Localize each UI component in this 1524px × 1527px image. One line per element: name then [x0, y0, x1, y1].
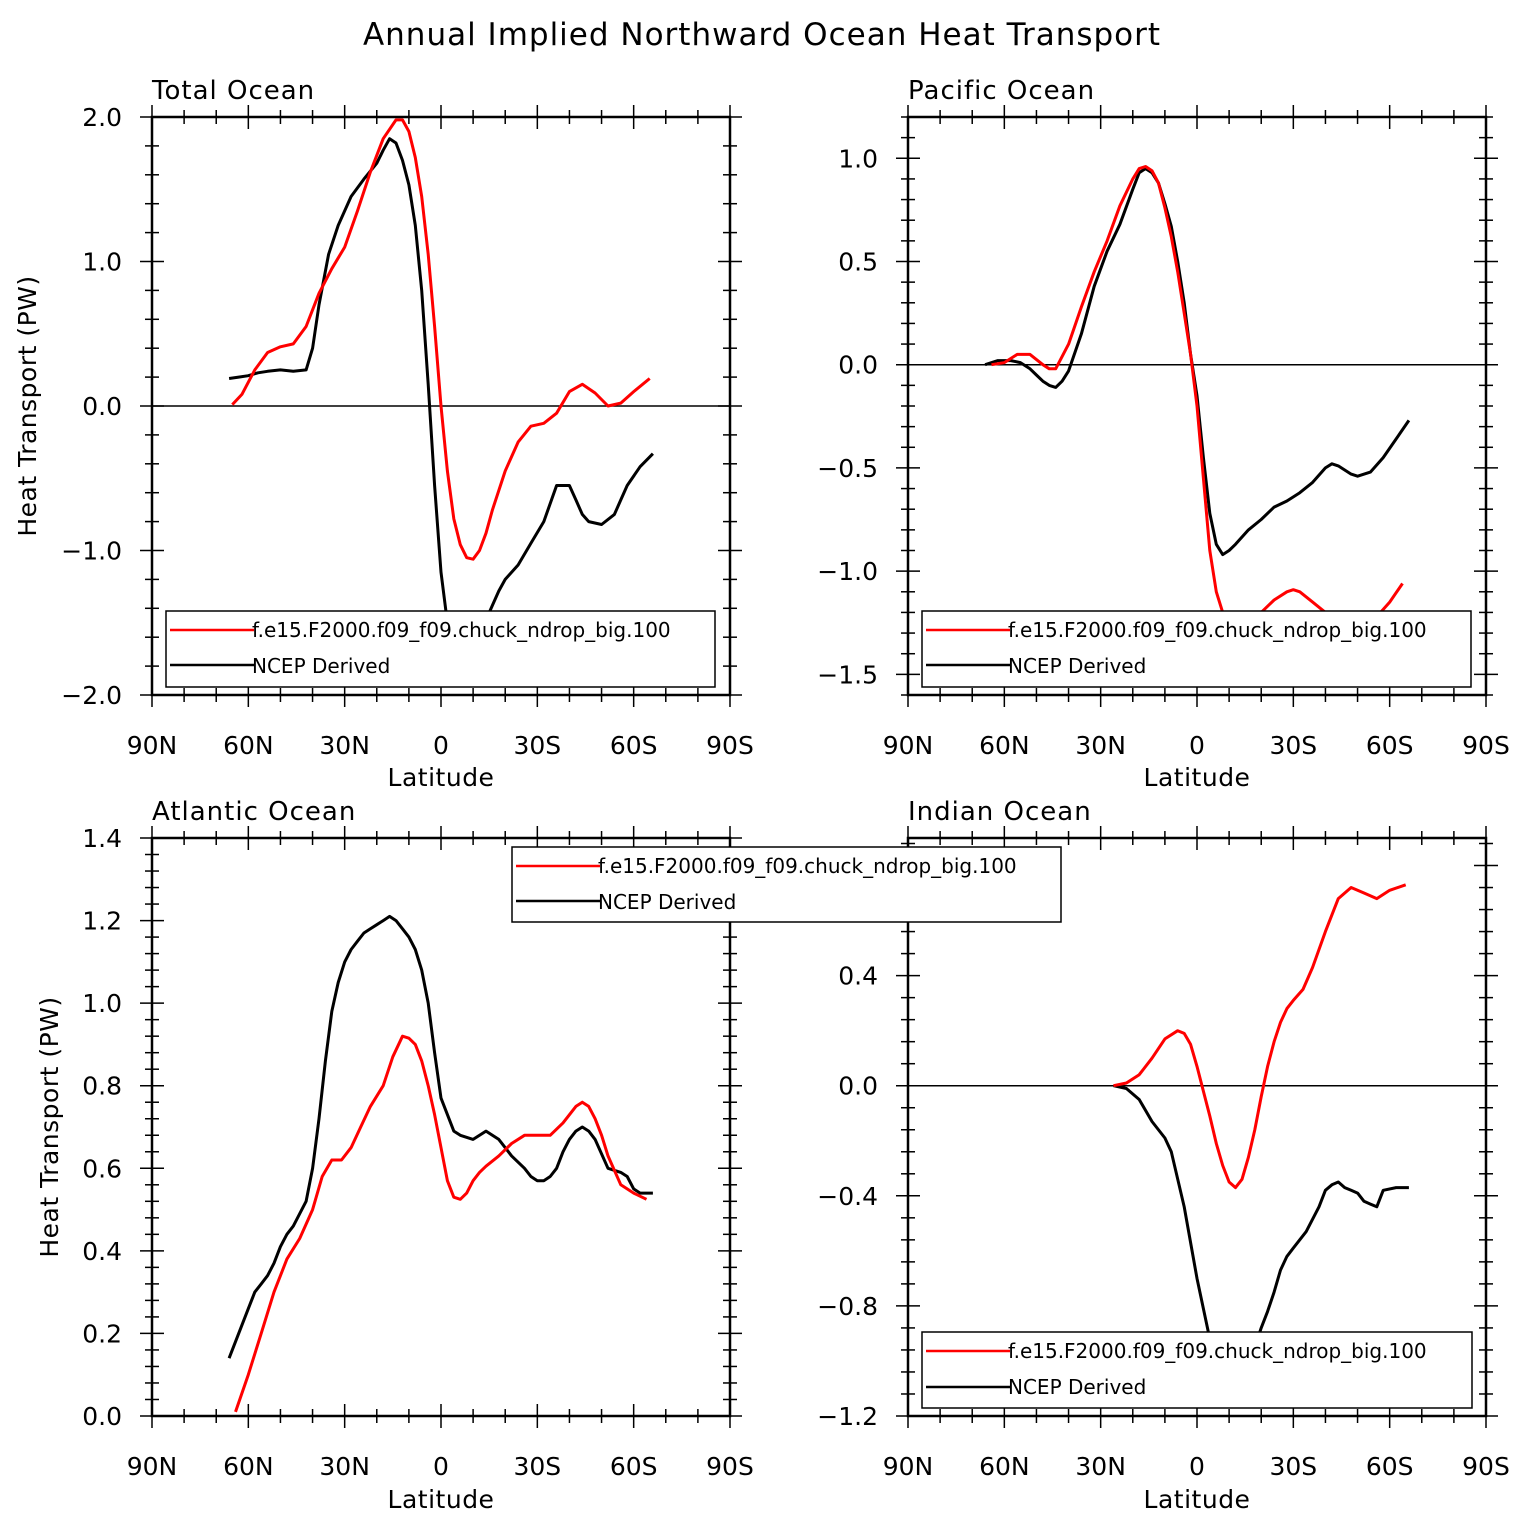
y-tick-label: −0.4	[817, 1182, 878, 1211]
x-axis-label: Latitude	[1144, 763, 1251, 792]
panel-pacific-ocean: Pacific Ocean −1.5 −1.0 −0.5 0.0 0.5 1.0 90N 60…	[817, 76, 1510, 792]
y-tick-label: 0.4	[838, 962, 878, 991]
x-tick-label: 30N	[319, 1452, 370, 1481]
panel-total-ocean: Total Ocean −2.0 −1.0 0.0 1.0 2.0 90N 60N 30N 0 3…	[13, 76, 754, 792]
legend-label-model: f.e15.F2000.f09_f09.chuck_ndrop_big.100	[252, 618, 671, 642]
plot-frame	[906, 836, 1488, 1418]
figure-title: Annual Implied Northward Ocean Heat Tran…	[363, 17, 1161, 53]
y-tick-label: −1.0	[61, 537, 122, 566]
plot-frame	[906, 115, 1488, 697]
x-tick-label: 90N	[127, 731, 178, 760]
x-tick-label: 60N	[979, 731, 1030, 760]
panel-title: Atlantic Ocean	[152, 797, 356, 827]
y-tick-label: −2.0	[61, 681, 122, 710]
x-tick-label: 90S	[706, 731, 754, 760]
x-tick-label: 60N	[979, 1452, 1030, 1481]
panel-indian-ocean: Indian Ocean −1.2−0.8−0.40.00.40.890N60N…	[817, 797, 1510, 1514]
series-line-model	[1113, 883, 1407, 1190]
x-tick-label: 60S	[1366, 731, 1414, 760]
y-tick-label: 1.4	[82, 824, 122, 853]
y-tick-label: 0.6	[82, 1154, 122, 1183]
y-tick-label: 0.0	[838, 1072, 878, 1101]
y-tick-label: −1.0	[817, 557, 878, 586]
y-tick-label: 1.0	[838, 144, 878, 173]
x-tick-label: 30S	[513, 731, 561, 760]
legend-box	[165, 610, 716, 688]
legend-label-model: f.e15.F2000.f09_f09.chuck_ndrop_big.100	[598, 854, 1017, 878]
legend-box	[511, 846, 1062, 923]
y-tick-label: −0.8	[817, 1292, 878, 1321]
legend-label-model: f.e15.F2000.f09_f09.chuck_ndrop_big.100	[1008, 618, 1427, 642]
legend: f.e15.F2000.f09_f09.chuck_ndrop_big.100 …	[921, 610, 1472, 688]
plot-frame	[150, 115, 732, 697]
x-tick-label: 0	[1189, 1452, 1205, 1481]
legend: f.e15.F2000.f09_f09.chuck_ndrop_big.100 …	[921, 1331, 1473, 1409]
x-tick-label: 30S	[513, 1452, 561, 1481]
x-tick-label: 60S	[610, 731, 658, 760]
legend: f.e15.F2000.f09_f09.chuck_ndrop_big.100 …	[165, 610, 716, 688]
x-tick-label: 0	[1189, 731, 1205, 760]
y-tick-label: −1.5	[817, 660, 878, 689]
x-tick-label: 60S	[1366, 1452, 1414, 1481]
y-tick-label: 0.0	[838, 351, 878, 380]
series-line-ncep	[1113, 1084, 1409, 1377]
panel-title: Total Ocean	[151, 76, 315, 106]
x-tick-label: 90N	[883, 1452, 934, 1481]
x-tick-label: 30N	[319, 731, 370, 760]
y-tick-label: 1.0	[82, 989, 122, 1018]
legend-atlantic: f.e15.F2000.f09_f09.chuck_ndrop_big.100 …	[511, 846, 1062, 923]
y-tick-label: 1.0	[82, 248, 122, 277]
legend-label-model: f.e15.F2000.f09_f09.chuck_ndrop_big.100	[1008, 1339, 1427, 1363]
series-line-ncep	[227, 914, 653, 1359]
y-tick-label: 0.8	[82, 1072, 122, 1101]
x-axis-label: Latitude	[388, 1485, 495, 1514]
x-tick-label: 60N	[223, 731, 274, 760]
y-tick-label: 0.5	[838, 248, 878, 277]
series-line-ncep	[984, 167, 1411, 557]
series-line-model	[991, 165, 1404, 635]
y-tick-label: 2.0	[82, 103, 122, 132]
x-axis-label: Latitude	[388, 763, 495, 792]
x-tick-label: 30N	[1075, 731, 1126, 760]
y-axis-label: Heat Transport (PW)	[35, 996, 64, 1257]
series-line-model	[234, 1034, 648, 1413]
y-tick-label: 0.0	[82, 1402, 122, 1431]
x-tick-label: 30N	[1075, 1452, 1126, 1481]
legend-label-ncep: NCEP Derived	[252, 654, 390, 678]
x-tick-label: 60N	[223, 1452, 274, 1481]
x-tick-label: 60S	[610, 1452, 658, 1481]
panel-title: Indian Ocean	[908, 797, 1092, 827]
legend-box	[921, 610, 1472, 688]
x-tick-label: 90S	[1462, 1452, 1510, 1481]
legend-label-ncep: NCEP Derived	[1008, 1375, 1146, 1399]
series-line-ncep	[228, 137, 654, 649]
legend-label-ncep: NCEP Derived	[598, 890, 736, 914]
x-tick-label: 30S	[1269, 731, 1317, 760]
x-tick-label: 90N	[883, 731, 934, 760]
y-tick-label: 0.4	[82, 1237, 122, 1266]
x-axis-label: Latitude	[1144, 1485, 1251, 1514]
plot-frame	[150, 836, 732, 1418]
legend-label-ncep: NCEP Derived	[1008, 654, 1146, 678]
x-tick-label: 90S	[1462, 731, 1510, 760]
y-tick-label: 0.2	[82, 1319, 122, 1348]
y-tick-label: 1.2	[82, 907, 122, 936]
series-line-model	[231, 118, 651, 561]
y-tick-label: −0.5	[817, 454, 878, 483]
y-tick-label: 0.0	[82, 392, 122, 421]
x-tick-label: 0	[433, 731, 449, 760]
x-tick-label: 30S	[1269, 1452, 1317, 1481]
y-tick-label: −1.2	[817, 1402, 878, 1431]
x-tick-label: 90S	[706, 1452, 754, 1481]
x-tick-label: 90N	[127, 1452, 178, 1481]
y-axis-label: Heat Transport (PW)	[13, 275, 42, 536]
panel-atlantic-ocean: Atlantic Ocean 0.0 0.2 0.4 0.6 0.8 1.0 1.2 1.4 9…	[35, 797, 754, 1514]
panel-title: Pacific Ocean	[908, 76, 1095, 106]
x-tick-label: 0	[433, 1452, 449, 1481]
legend-box	[921, 1331, 1473, 1409]
